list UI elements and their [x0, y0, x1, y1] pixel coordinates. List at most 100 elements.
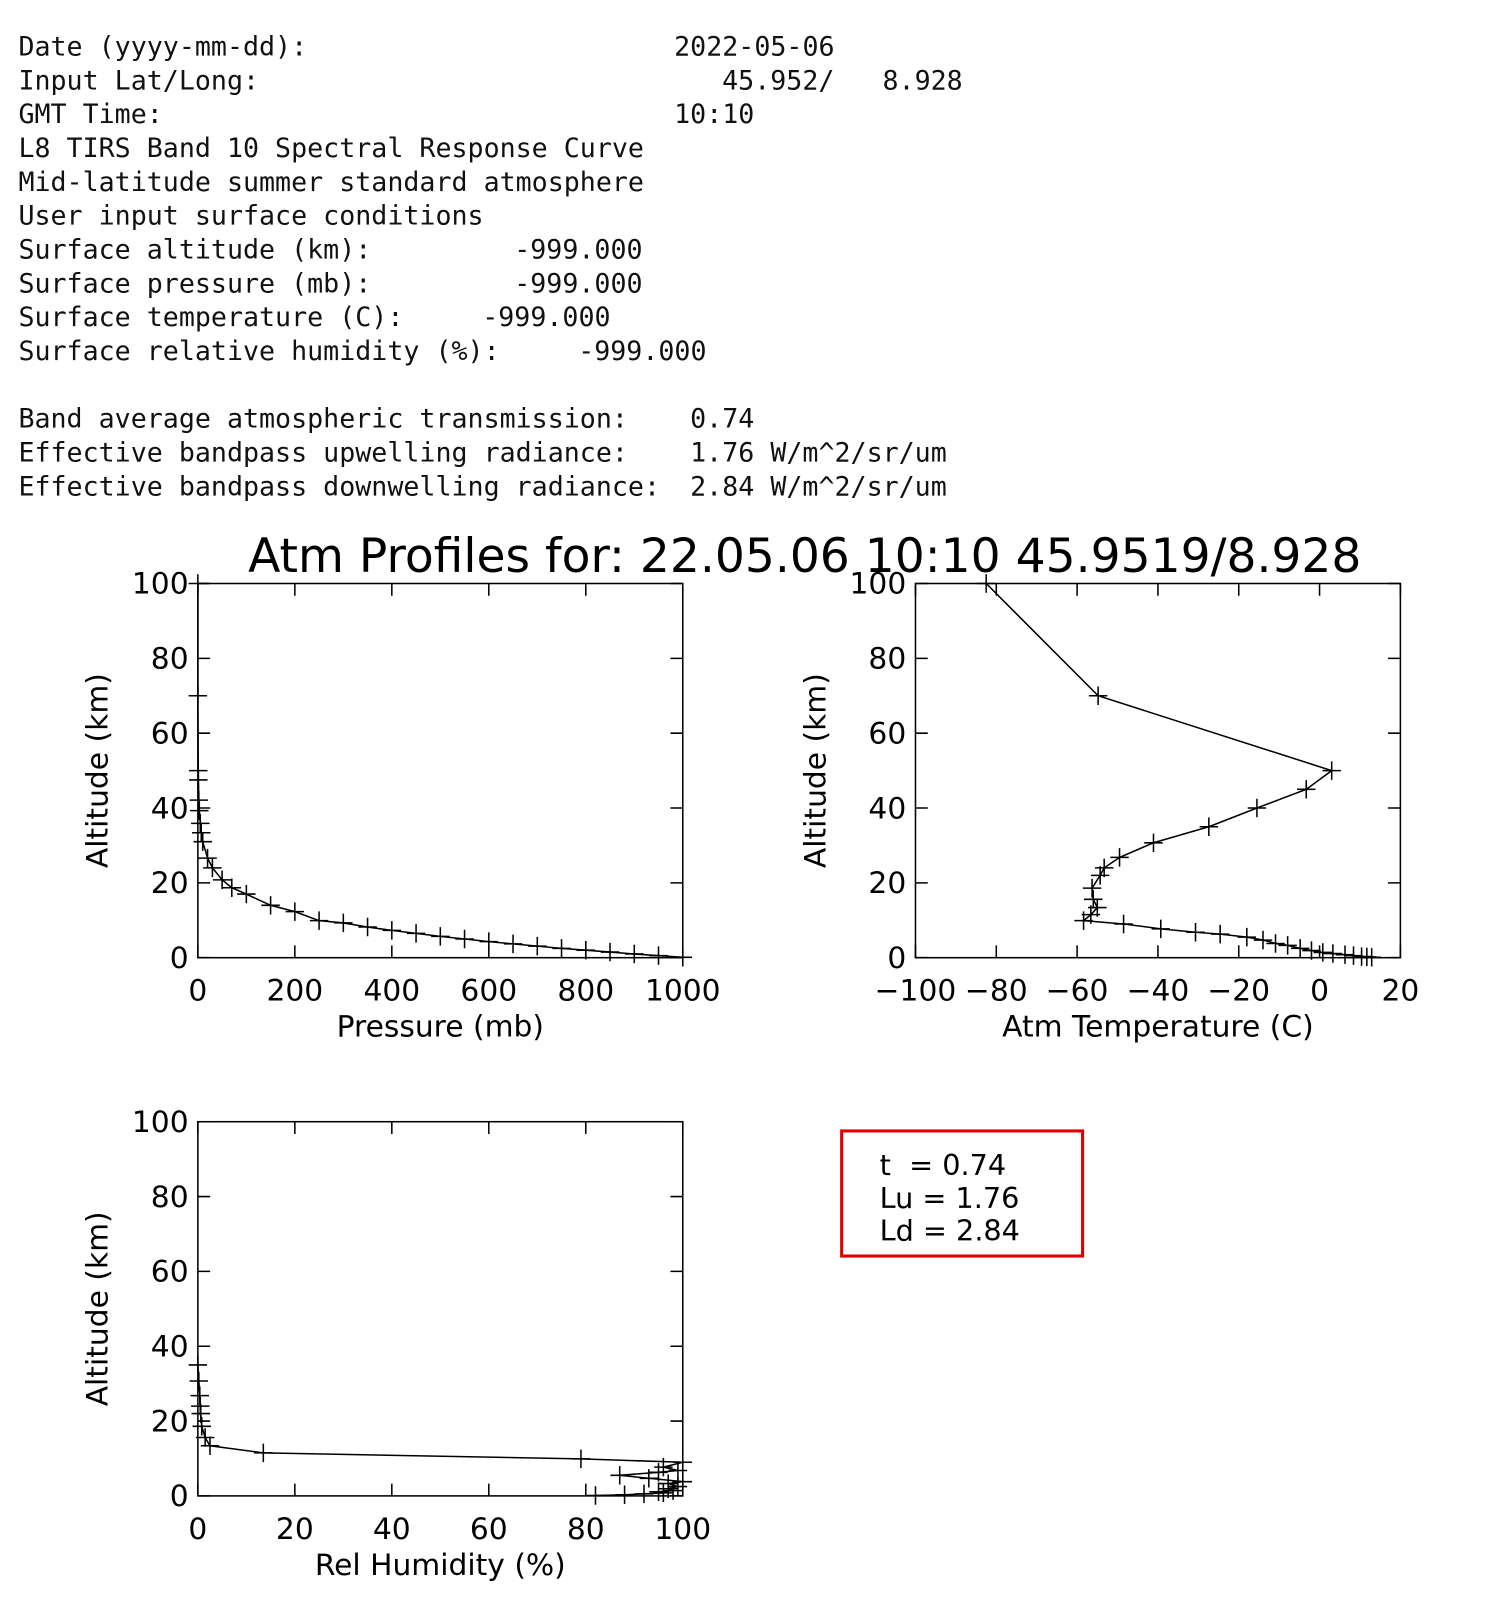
marker	[189, 790, 209, 810]
marker	[576, 940, 596, 960]
report-value: -999.000	[514, 268, 642, 299]
marker	[1322, 761, 1341, 780]
marker	[193, 832, 212, 851]
marker	[1210, 924, 1230, 944]
x-tick-label: 200	[266, 974, 323, 1009]
report-label: Surface relative humidity (%):	[18, 336, 499, 367]
y-tick-label: 20	[151, 866, 189, 901]
y-tick-label: 60	[868, 716, 906, 751]
marker	[200, 1436, 220, 1455]
marker	[1297, 780, 1316, 799]
marker	[188, 574, 208, 593]
marker	[1253, 930, 1273, 950]
marker	[198, 848, 217, 868]
y-tick-label: 0	[887, 941, 906, 976]
marker	[673, 1472, 692, 1491]
x-tick-label: 0	[1310, 974, 1329, 1009]
y-tick-label: 60	[151, 716, 189, 751]
y-tick-label: 80	[151, 642, 189, 677]
marker	[358, 917, 377, 937]
marker	[668, 1477, 688, 1496]
report-label: Surface pressure (mb):	[18, 268, 371, 299]
marker	[571, 1449, 591, 1469]
marker	[188, 1355, 208, 1375]
marker	[639, 1469, 659, 1488]
report-value: 10:10	[674, 99, 754, 130]
figure-title: Atm Profiles for: 22.05.06 10:10 45.9519…	[248, 529, 1361, 584]
x-tick-label: −100	[875, 974, 957, 1009]
marker	[976, 574, 996, 593]
report-label: Mid-latitude summer standard atmosphere	[18, 167, 644, 198]
y-tick-label: 100	[132, 1105, 189, 1140]
report-value: 45.952/ 8.928	[722, 65, 963, 96]
marker	[1110, 848, 1129, 867]
x-tick-label: 400	[363, 974, 420, 1009]
y-tick-label: 80	[151, 1180, 189, 1215]
x-axis-title: Rel Humidity (%)	[315, 1548, 566, 1583]
plot-frame	[197, 1120, 684, 1497]
marker	[212, 870, 232, 890]
marker	[1278, 936, 1297, 955]
report-label: Date (yyyy-mm-dd):	[18, 32, 307, 63]
summary-line: Lu = 1.76	[880, 1181, 1020, 1215]
y-tick-label: 80	[868, 642, 906, 677]
report-value: 2.84 W/m^2/sr/um	[690, 471, 947, 502]
marker	[191, 814, 210, 833]
marker	[1199, 817, 1219, 836]
report-label: User input surface conditions	[18, 201, 483, 232]
report-value: 0.74	[690, 404, 754, 435]
marker	[649, 946, 668, 965]
y-tick-label: 40	[151, 1329, 189, 1364]
y-tick-label: 20	[151, 1404, 189, 1439]
marker	[1247, 798, 1267, 818]
report-label: Surface altitude (km):	[18, 235, 371, 266]
summary-line: Ld = 2.84	[880, 1214, 1020, 1248]
x-axis-title: Atm Temperature (C)	[1002, 1010, 1314, 1045]
report-label: Surface temperature (C):	[18, 302, 403, 333]
marker	[309, 911, 329, 930]
marker	[1266, 934, 1285, 953]
marker	[237, 884, 256, 904]
marker	[1290, 939, 1310, 958]
marker	[1114, 914, 1133, 934]
marker	[1352, 947, 1371, 966]
report-label: Effective bandpass upwelling radiance:	[18, 438, 627, 469]
x-tick-label: −40	[1127, 974, 1190, 1009]
x-tick-label: 60	[470, 1512, 508, 1547]
marker	[528, 936, 547, 956]
x-tick-label: 0	[188, 1512, 207, 1547]
marker	[455, 929, 474, 949]
marker	[1090, 866, 1110, 885]
marker	[673, 1452, 692, 1472]
y-tick-label: 0	[170, 941, 189, 976]
marker	[222, 878, 242, 897]
marker	[586, 1486, 605, 1505]
marker	[189, 1371, 209, 1391]
marker	[192, 1417, 211, 1436]
marker	[1313, 943, 1333, 962]
marker	[1151, 919, 1170, 939]
marker	[1323, 944, 1343, 963]
report-label: Band average atmospheric transmission:	[18, 404, 627, 435]
marker	[1082, 878, 1102, 898]
marker	[1302, 941, 1321, 960]
marker	[195, 1428, 215, 1447]
marker	[1237, 927, 1257, 947]
y-tick-label: 100	[850, 567, 907, 602]
y-tick-label: 40	[868, 791, 906, 826]
marker	[658, 1474, 678, 1493]
marker	[192, 823, 211, 842]
x-tick-label: −80	[965, 974, 1028, 1009]
marker	[285, 902, 305, 921]
report-value: -999.000	[578, 336, 706, 367]
summary-line: t = 0.74	[880, 1148, 1007, 1182]
marker	[668, 1461, 688, 1480]
marker	[649, 1463, 668, 1482]
x-axis-title: Pressure (mb)	[337, 1010, 544, 1045]
marker	[1144, 833, 1163, 853]
marker	[254, 1443, 273, 1463]
marker	[625, 944, 644, 964]
marker	[1344, 946, 1363, 965]
marker	[406, 924, 426, 943]
x-tick-label: 0	[188, 974, 207, 1009]
